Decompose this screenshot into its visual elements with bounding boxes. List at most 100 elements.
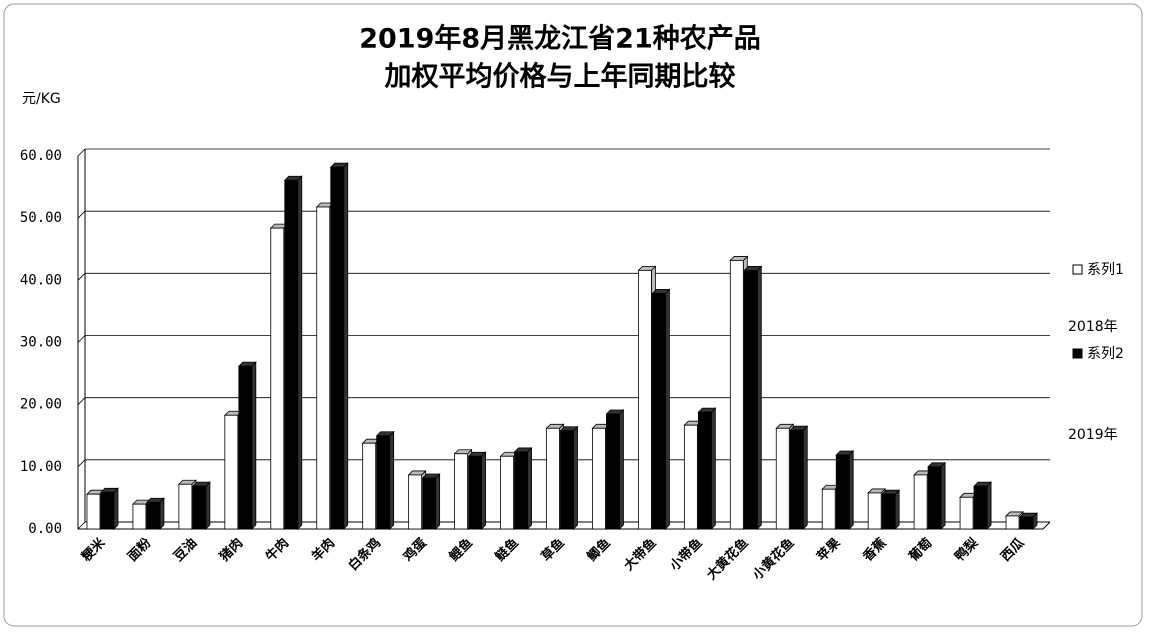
floor-edge <box>1042 521 1051 530</box>
y-tick-label: 10.00 <box>20 459 62 475</box>
bar-side <box>113 487 119 530</box>
grid-line-side <box>77 397 86 405</box>
bar <box>329 162 349 530</box>
bar-front <box>959 496 974 530</box>
legend-swatch <box>1072 348 1083 359</box>
bar-front <box>86 493 101 530</box>
bar-side <box>159 497 165 530</box>
bar-front <box>238 365 253 530</box>
bar-side <box>848 450 854 530</box>
bar-side <box>894 489 900 530</box>
bar-front <box>270 227 285 530</box>
bar-side <box>665 288 670 530</box>
bar-front <box>192 485 207 530</box>
bar-side <box>205 481 211 530</box>
legend-label: 系列2 <box>1087 346 1124 362</box>
bar-side <box>986 481 992 530</box>
bar-front <box>422 477 437 530</box>
bar-front <box>592 427 606 530</box>
bar <box>881 489 901 530</box>
bar-front <box>743 269 758 530</box>
bar <box>421 473 441 530</box>
bar-front <box>729 260 744 530</box>
y-axis-label: 元/KG <box>22 91 61 107</box>
y-tick-label: 40.00 <box>20 272 62 288</box>
bar-front <box>546 427 560 530</box>
bar-front <box>697 411 712 530</box>
y-tick-label: 20.00 <box>20 397 62 413</box>
bar-front <box>454 453 468 530</box>
bar-side <box>802 425 808 530</box>
bar <box>697 407 717 530</box>
bar-front <box>146 501 161 530</box>
bar <box>973 481 993 530</box>
bar-front <box>683 424 698 530</box>
bar <box>789 425 809 530</box>
bar-front <box>652 292 666 530</box>
bar <box>559 425 579 530</box>
bar <box>100 487 119 530</box>
grid-line-side <box>77 273 86 281</box>
bar-front <box>178 483 193 530</box>
bar-side <box>756 265 762 530</box>
y-tick-label: 0.00 <box>28 521 62 537</box>
legend-label: 系列1 <box>1087 262 1124 278</box>
chart-border <box>3 3 1143 627</box>
bar <box>835 450 855 530</box>
bar-side <box>573 425 578 530</box>
bar-front <box>500 455 514 530</box>
bar-front <box>789 429 804 530</box>
y-tick-label: 60.00 <box>20 148 62 164</box>
bar-side <box>527 446 532 530</box>
bar-side <box>297 175 303 530</box>
bar-side <box>343 162 349 530</box>
bar-side <box>940 461 946 530</box>
bar-side <box>389 430 395 530</box>
bar-front <box>775 427 790 530</box>
bar-front <box>973 485 988 530</box>
bar-front <box>1019 516 1034 530</box>
bar <box>375 430 395 530</box>
bar <box>467 451 487 530</box>
bar-front <box>821 488 836 530</box>
bar <box>191 481 211 530</box>
bar-front <box>638 269 652 530</box>
bar-front <box>376 435 391 530</box>
bar <box>283 175 303 530</box>
grid-line <box>77 210 1050 219</box>
chart-title: 2019年8月黑龙江省21种农产品 <box>359 23 761 55</box>
bar-front <box>867 492 882 530</box>
bar-front <box>835 454 850 530</box>
bar <box>237 361 257 530</box>
bar-front <box>560 430 574 530</box>
bar-front <box>330 166 345 530</box>
y-tick-label: 30.00 <box>20 335 62 351</box>
bar-side <box>619 409 624 530</box>
bar-front <box>606 413 620 530</box>
bar-front <box>100 491 115 530</box>
bar-front <box>468 455 482 530</box>
legend-caption: 2018年 <box>1068 319 1118 335</box>
legend-caption: 2019年 <box>1068 427 1118 443</box>
grid-line-side <box>77 335 86 343</box>
grid-line <box>77 335 1050 343</box>
bar-front <box>927 466 942 530</box>
bar-front <box>408 474 423 530</box>
bar <box>927 461 947 530</box>
grid-line <box>77 272 1050 281</box>
bar-front <box>881 493 896 530</box>
bar <box>743 265 763 530</box>
bar-side <box>481 451 486 530</box>
grid-line-side <box>77 148 86 157</box>
bar-front <box>224 414 239 530</box>
bar <box>1019 512 1038 530</box>
bar-front <box>913 474 928 530</box>
bar-front <box>514 451 528 530</box>
grid-line-side <box>77 459 86 468</box>
bar-front <box>284 179 299 530</box>
bar-front <box>1005 515 1020 530</box>
bar <box>651 288 671 530</box>
bar <box>145 497 165 530</box>
bar-side <box>435 473 441 530</box>
bar-side <box>710 407 716 530</box>
